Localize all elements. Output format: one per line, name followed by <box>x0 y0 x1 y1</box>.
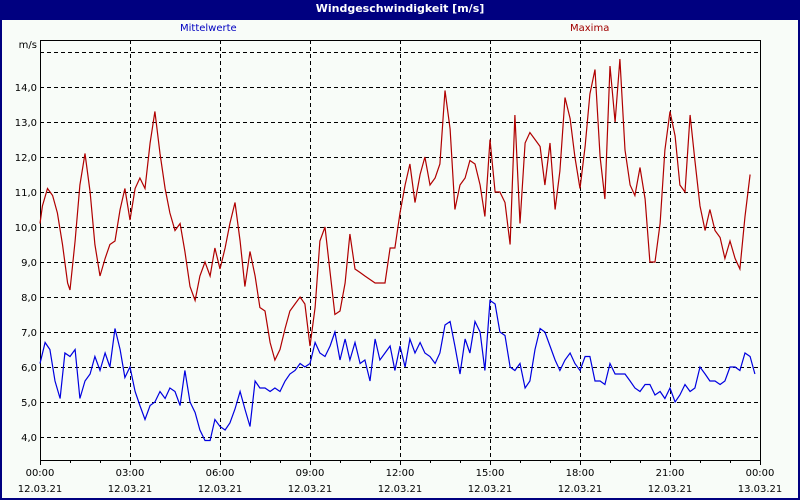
y-tick-label: 14,0 <box>15 83 37 94</box>
series-maxima <box>39 58 751 362</box>
y-tick-label: 11,0 <box>15 188 37 199</box>
x-tick-time: 00:00 <box>26 468 55 479</box>
chart-title-bar: Windgeschwindigkeit [m/s] <box>0 0 800 20</box>
x-tick-date: 13.03.21 <box>738 484 783 495</box>
y-tick-label: 12,0 <box>15 153 37 164</box>
y-tick-label: 10,0 <box>15 223 37 234</box>
legend-mittelwerte: Mittelwerte <box>180 23 237 34</box>
x-tick-date: 12.03.21 <box>18 484 63 495</box>
chart-title: Windgeschwindigkeit [m/s] <box>315 2 485 15</box>
x-tick-time: 09:00 <box>296 468 325 479</box>
x-tick-time: 00:00 <box>746 468 775 479</box>
x-tick-date: 12.03.21 <box>378 484 423 495</box>
axes: 4,0 5,0 6,0 7,0 8,0 9,0 10,0 11,0 12,0 13,0 14,0 m/… <box>15 40 783 495</box>
y-tick-label: 13,0 <box>15 118 37 129</box>
x-tick-time: 03:00 <box>116 468 145 479</box>
x-tick-time: 06:00 <box>206 468 235 479</box>
legend-maxima: Maxima <box>570 23 610 34</box>
x-tick-time: 15:00 <box>476 468 505 479</box>
y-tick-label: 7,0 <box>21 328 37 339</box>
x-tick-date: 12.03.21 <box>198 484 243 495</box>
y-tick-label: 6,0 <box>21 363 37 374</box>
x-tick-date: 12.03.21 <box>288 484 333 495</box>
x-tick-time: 21:00 <box>656 468 685 479</box>
x-tick-date: 12.03.21 <box>648 484 693 495</box>
grid-lines <box>40 40 760 460</box>
y-tick-label: 5,0 <box>21 398 37 409</box>
x-tick-date: 12.03.21 <box>558 484 603 495</box>
x-tick-time: 18:00 <box>566 468 595 479</box>
y-tick-label: 9,0 <box>21 258 37 269</box>
x-tick-time: 12:00 <box>386 468 415 479</box>
x-tick-date: 12.03.21 <box>108 484 153 495</box>
y-axis-unit: m/s <box>19 40 37 51</box>
series-mittelwerte <box>39 299 756 442</box>
y-tick-label: 8,0 <box>21 293 37 304</box>
x-tick-date: 12.03.21 <box>468 484 513 495</box>
y-tick-label: 4,0 <box>21 433 37 444</box>
data-series <box>39 58 756 442</box>
